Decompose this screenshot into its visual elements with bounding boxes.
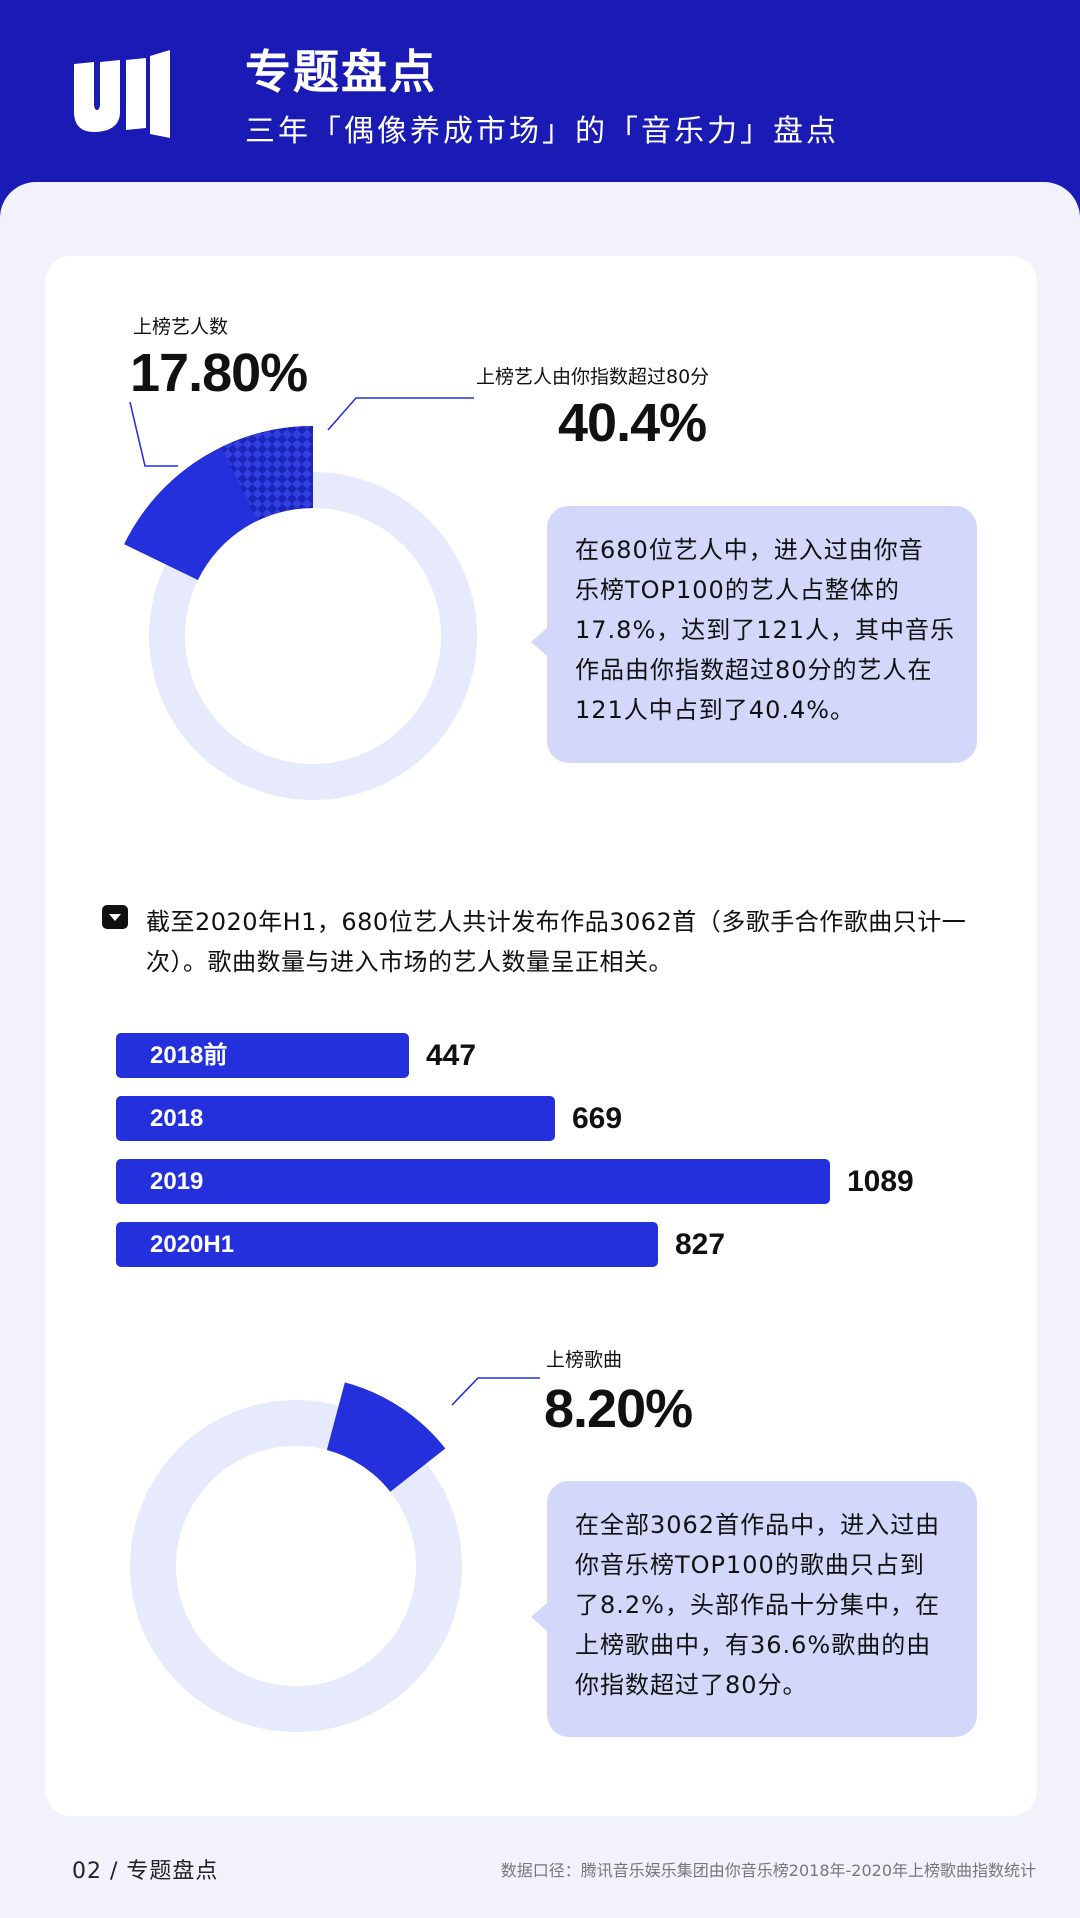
- bar-value-label: 1089: [847, 1165, 914, 1198]
- bar-category-label: 2018: [150, 1105, 204, 1132]
- donut1-bubble: 在680位艺人中，进入过由你音 乐榜TOP100的艺人占整体的 17.8%，达到…: [531, 506, 977, 763]
- summary-note-text: 截至2020年H1，680位艺人共计发布作品3062首（多歌手合作歌曲只计一 次…: [146, 902, 1080, 982]
- bubble-line: 121人中占到了40.4%。: [575, 696, 856, 724]
- bar-2: 2019: [116, 1159, 830, 1204]
- page-number: 02 / 专题盘点: [72, 1859, 219, 1884]
- page-subtitle: 三年「偶像养成市场」的「音乐力」盘点: [245, 114, 839, 149]
- bar-value-label: 669: [572, 1102, 623, 1135]
- donut2-label: 上榜歌曲: [546, 1349, 623, 1371]
- bubble-line: 乐榜TOP100的艺人占整体的: [575, 576, 900, 604]
- donut2-bubble: 在全部3062首作品中，进入过由 你音乐榜TOP100的歌曲只占到 了8.2%，…: [531, 1481, 977, 1737]
- donut1-label: 上榜艺人数: [133, 316, 229, 338]
- note-line: 截至2020年H1，680位艺人共计发布作品3062首（多歌手合作歌曲只计一: [146, 908, 967, 936]
- artist-donut-chart: [124, 426, 477, 800]
- donut1-sub-value: 40.4%: [558, 393, 707, 453]
- donut1-slice-above-80-texture: [221, 426, 313, 521]
- bubble-line: 作品由你指数超过80分的艺人在: [575, 656, 933, 684]
- bar-category-label: 2018前: [150, 1042, 228, 1069]
- bar-category-label: 2019: [150, 1168, 204, 1195]
- data-source-note: 数据口径：腾讯音乐娱乐集团由你音乐榜2018年-2020年上榜歌曲指数统计: [500, 1861, 1036, 1880]
- bubble-line: 上榜歌曲中，有36.6%歌曲的由: [575, 1631, 932, 1659]
- donut2-value: 8.20%: [544, 1379, 693, 1439]
- bubble-line: 17.8%，达到了121人，其中音乐: [575, 616, 956, 644]
- bar-1: 2018: [116, 1096, 555, 1141]
- brand-logo-icon: [74, 50, 170, 138]
- bubble-line: 了8.2%，头部作品十分集中，在: [575, 1591, 940, 1619]
- bubble-line: 你音乐榜TOP100的歌曲只占到: [575, 1551, 925, 1579]
- page-title: 专题盘点: [245, 45, 437, 99]
- donut2-slice-songs: [326, 1382, 446, 1492]
- donut1-sub-label: 上榜艺人由你指数超过80分: [476, 366, 710, 388]
- donut2-track: [130, 1400, 462, 1732]
- bubble-line: 你指数超过了80分。: [575, 1671, 808, 1699]
- bubble-line: 在680位艺人中，进入过由你音: [575, 536, 924, 564]
- bar-0: 2018前: [116, 1033, 409, 1078]
- bubble-line: 在全部3062首作品中，进入过由: [575, 1511, 941, 1539]
- bar-value-label: 447: [426, 1039, 477, 1072]
- songs-donut-chart: [130, 1382, 462, 1732]
- bar-category-label: 2020H1: [150, 1231, 235, 1258]
- triangle-down-icon: [102, 905, 128, 929]
- note-line: 次）。歌曲数量与进入市场的艺人数量呈正相关。: [146, 948, 673, 976]
- bar-value-label: 827: [675, 1228, 726, 1261]
- bar-3: 2020H1: [116, 1222, 658, 1267]
- donut1-value: 17.80%: [130, 343, 308, 403]
